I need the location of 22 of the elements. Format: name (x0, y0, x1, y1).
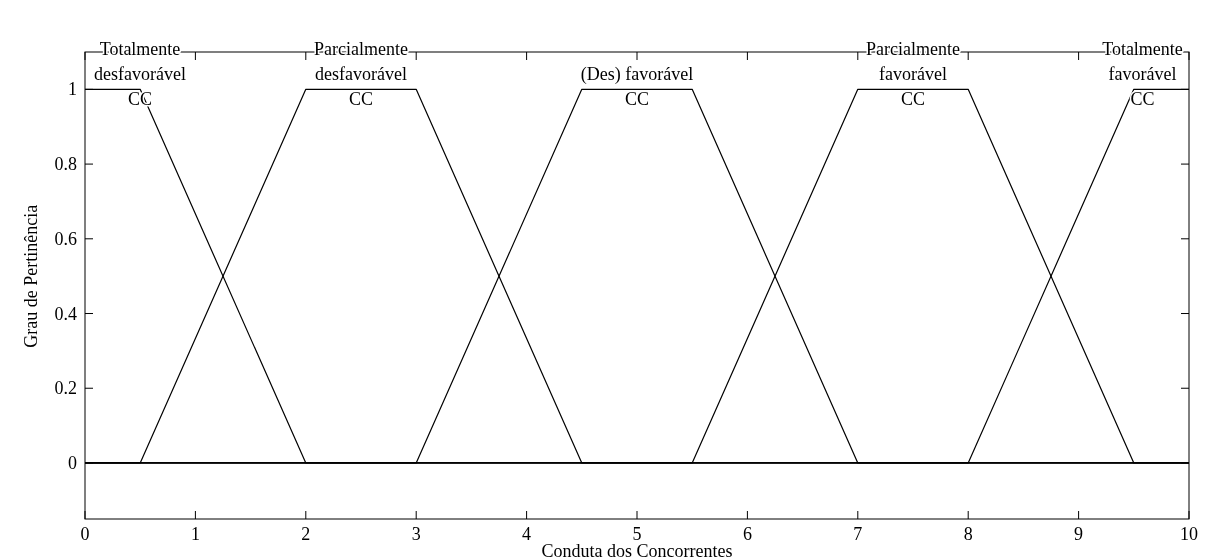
y-tick-label: 0.6 (54, 228, 77, 249)
y-tick-label: 0.2 (54, 378, 77, 399)
x-tick-label: 5 (632, 524, 642, 544)
x-axis-title: Conduta dos Concorrentes (541, 541, 733, 559)
x-tick-label: 4 (522, 524, 532, 544)
y-tick-label: 0.8 (54, 154, 77, 175)
y-tick-label: 1 (68, 79, 77, 100)
x-tick-label: 1 (190, 524, 200, 544)
legend-label: Parcialmente favorável CC (866, 39, 960, 110)
x-tick-label: 2 (301, 524, 311, 544)
y-tick-label: 0 (68, 452, 77, 473)
x-tick-label: 8 (963, 524, 973, 544)
legend-label: Totalmente favorável CC (1102, 39, 1183, 110)
x-tick-label: 3 (411, 524, 421, 544)
x-tick-label: 10 (1180, 524, 1198, 544)
y-tick-label: 0.4 (54, 303, 77, 324)
x-tick-label: 6 (742, 524, 752, 544)
y-axis-title: Grau de Pertinência (21, 204, 41, 348)
legend-label: Parcialmente desfavorável CC (314, 39, 408, 110)
x-tick-label: 9 (1074, 524, 1084, 544)
series-label: (Des) favorável CC (580, 64, 694, 110)
x-tick-label: 7 (853, 524, 863, 544)
